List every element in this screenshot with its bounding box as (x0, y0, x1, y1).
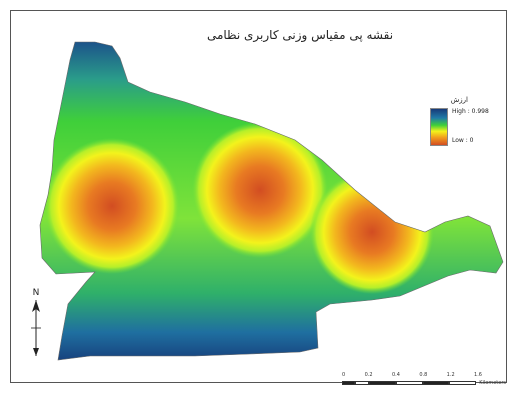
scale-tick-2: 0.4 (391, 372, 400, 378)
hotspot-west (44, 138, 180, 274)
map-title: نقشه پی مقیاس وزنی کاربری نظامی (206, 28, 394, 42)
hotspot-center (192, 122, 328, 258)
legend-high-label: High : 0.998 (452, 108, 489, 115)
legend: ارزش High : 0.998 Low : 0 (430, 96, 500, 146)
scale-bar: 0 0.2 0.4 0.8 1.2 1.6 Kilometers (342, 372, 506, 388)
legend-title: ارزش (450, 96, 468, 104)
scale-tick-0: 0 (342, 372, 346, 378)
scale-tick-5: 1.6 (474, 372, 482, 378)
hotspot-east (310, 170, 434, 294)
north-label: N (32, 288, 40, 298)
scale-tick-1: 0.2 (364, 372, 373, 378)
scale-segment (422, 381, 450, 385)
legend-low-label: Low : 0 (452, 137, 474, 144)
scale-segment (342, 381, 356, 385)
legend-color-ramp (430, 108, 448, 146)
region-boundary (39, 41, 504, 361)
scale-units: Kilometers (479, 380, 506, 386)
scale-segment (449, 381, 477, 385)
north-arrow: N (26, 288, 46, 362)
north-arrow-icon (31, 300, 41, 356)
scale-segment (395, 381, 423, 385)
scale-segment (368, 381, 396, 385)
scale-tick-3: 0.8 (419, 372, 428, 378)
scale-tick-4: 1.2 (446, 372, 455, 378)
scale-segment (355, 381, 369, 385)
